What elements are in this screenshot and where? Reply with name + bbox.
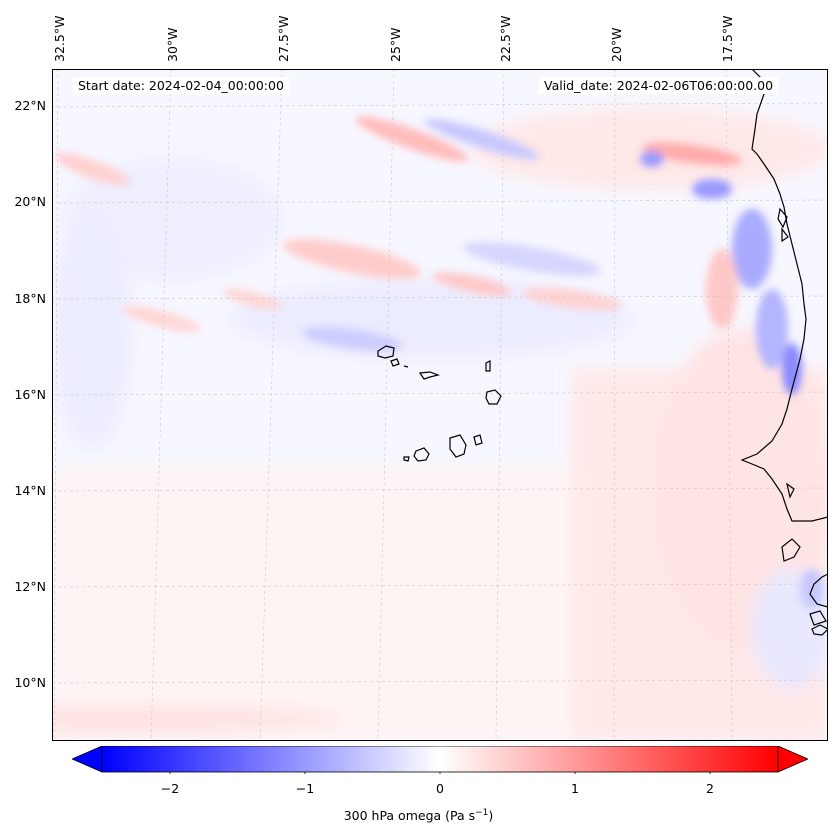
colorbar-tick: 2 [706,781,714,796]
colorbar-tick: 0 [436,781,444,796]
colorbar-body [101,746,779,773]
start-date-label: Start date: 2024-02-04_00:00:00 [73,77,289,94]
omega-map [52,69,828,741]
lon-label-17-5w: 17.5°W [720,15,735,62]
map-frame [52,69,828,741]
lat-label-14n: 14°N [14,483,46,498]
colorbar-tick: 1 [571,781,579,796]
colorbar [72,746,808,774]
lat-label-12n: 12°N [14,579,46,594]
coastline [740,69,828,636]
omega-features [54,116,824,609]
lon-label-27-5w: 27.5°W [276,15,291,62]
lat-label-10n: 10°N [14,675,46,690]
lat-label-16n: 16°N [14,387,46,402]
lon-label-32-5w: 32.5°W [52,15,67,62]
lat-label-20n: 20°N [14,194,46,209]
colorbar-label: 300 hPa omega (Pa s−1) [0,808,837,823]
lon-label-25w: 25°W [388,27,403,62]
lon-label-30w: 30°W [165,27,180,62]
lat-label-22n: 22°N [14,98,46,113]
cape-verde-islands [377,345,502,462]
lat-label-18n: 18°N [14,291,46,306]
lon-label-22-5w: 22.5°W [498,15,513,62]
omega-field [52,109,828,741]
colorbar-tick: −2 [160,781,180,796]
colorbar-extend-max [777,746,808,773]
colorbar-extend-min [72,746,103,773]
colorbar-tick: −1 [295,781,315,796]
colorbar-label-exponent: −1 [475,808,489,818]
lon-label-20w: 20°W [609,27,624,62]
graticule [52,69,828,741]
colorbar-label-main: 300 hPa omega (Pa s [343,808,476,824]
colorbar-label-end: ) [488,808,494,824]
valid-date-label: Valid_date: 2024-02-06T06:00:00.00 [539,77,779,94]
